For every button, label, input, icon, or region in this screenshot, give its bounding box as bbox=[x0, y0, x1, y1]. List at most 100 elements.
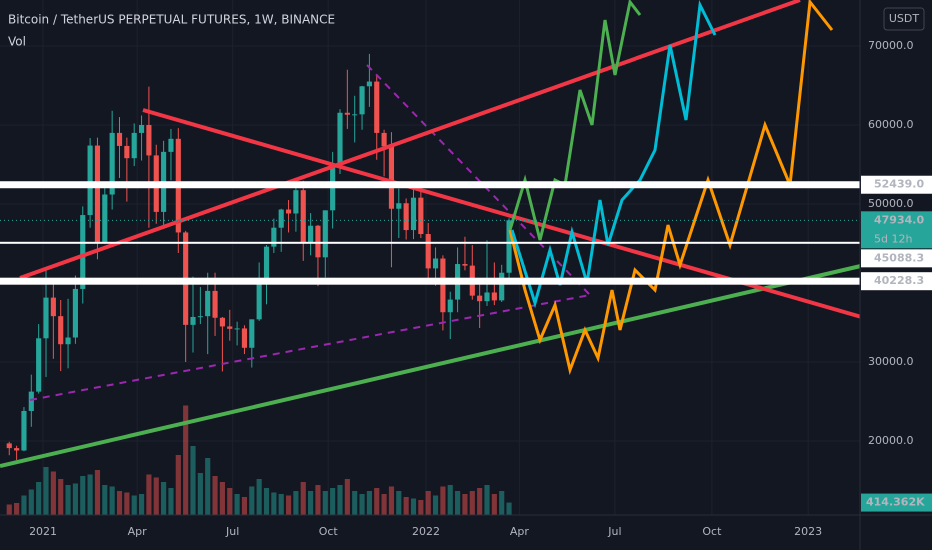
candle-body bbox=[109, 132, 115, 195]
candle-body bbox=[72, 288, 78, 338]
candle-body bbox=[168, 138, 174, 152]
volume-bar bbox=[381, 494, 387, 515]
volume-bar bbox=[50, 471, 56, 515]
candle-body bbox=[285, 209, 292, 214]
axis-labels: 2021 Apr Jul Oct 2022 Apr Jul Oct 2023 20000.0 300… bbox=[29, 39, 932, 538]
volume-bar bbox=[285, 495, 292, 515]
volume-bar bbox=[396, 491, 402, 515]
candle-body bbox=[249, 319, 255, 348]
volume-bar bbox=[249, 486, 255, 515]
candle-body bbox=[131, 132, 137, 159]
projection-orange bbox=[508, 0, 834, 376]
price-level-label-box bbox=[861, 175, 932, 194]
volume-bar bbox=[102, 485, 108, 515]
volume-bar bbox=[359, 494, 365, 515]
volume-bar bbox=[109, 486, 115, 515]
volume-bar bbox=[175, 455, 181, 515]
volume-bar bbox=[94, 470, 101, 515]
candle-body bbox=[477, 295, 483, 302]
price-level-label-box bbox=[861, 272, 932, 291]
volume-bar bbox=[28, 489, 34, 515]
volume-bar bbox=[330, 488, 336, 515]
annotations bbox=[0, 0, 866, 468]
last-price-label: 47934.0 bbox=[874, 213, 924, 226]
volume-bar bbox=[484, 485, 490, 515]
candle-body bbox=[322, 210, 328, 258]
candle-body bbox=[374, 81, 380, 133]
candle-body bbox=[506, 220, 512, 273]
volume-bar bbox=[418, 500, 424, 515]
volume-bar bbox=[271, 492, 277, 515]
volume-bar bbox=[124, 492, 130, 515]
volume-bar bbox=[72, 483, 78, 515]
volume-bar bbox=[374, 488, 380, 515]
candle-body bbox=[432, 258, 439, 269]
candle-body bbox=[58, 316, 64, 345]
currency[interactable]: USDT bbox=[889, 12, 920, 25]
candle-body bbox=[484, 292, 490, 302]
volume-bar bbox=[116, 491, 123, 515]
volume-bar bbox=[43, 467, 49, 515]
volume-bar bbox=[491, 494, 497, 515]
candle-body bbox=[359, 86, 365, 115]
volume-bar bbox=[241, 497, 248, 515]
volume-bar bbox=[138, 494, 145, 515]
volume-bar bbox=[263, 488, 270, 515]
volume-title: Vol bbox=[8, 35, 26, 49]
x-tick-label: 2022 bbox=[412, 525, 440, 538]
currency-button[interactable] bbox=[883, 7, 925, 31]
x-tick-label: Jul bbox=[225, 525, 239, 538]
candle-body bbox=[278, 209, 284, 228]
volume-bar bbox=[499, 491, 505, 515]
volume-bar bbox=[80, 476, 86, 515]
candle-body bbox=[102, 194, 108, 242]
price-level bbox=[0, 241, 860, 244]
candle-body bbox=[352, 114, 358, 116]
candle-body bbox=[146, 125, 152, 156]
volume-bar bbox=[447, 485, 453, 515]
volume-bar bbox=[234, 494, 240, 515]
levels bbox=[0, 181, 860, 285]
candle-body bbox=[300, 190, 306, 243]
candle-body bbox=[308, 225, 314, 243]
candle-body bbox=[21, 410, 27, 451]
volume-bar bbox=[469, 491, 475, 515]
volume-bar bbox=[344, 479, 350, 515]
volume-label-box bbox=[861, 493, 932, 512]
volume-bar bbox=[410, 498, 417, 515]
volume-bar bbox=[227, 488, 233, 515]
volume-bar bbox=[161, 482, 167, 515]
chart-title: Bitcoin / TetherUS PERPETUAL FUTURES, 1W… bbox=[8, 13, 335, 27]
candle-body bbox=[6, 443, 12, 449]
countdown: 5d 12h bbox=[874, 232, 912, 245]
volume-bar bbox=[197, 473, 203, 515]
candle-body bbox=[425, 234, 431, 269]
volume-bar bbox=[190, 446, 196, 515]
candle-body bbox=[234, 328, 240, 330]
volume-bar bbox=[388, 486, 395, 515]
volume-bar bbox=[403, 497, 409, 515]
volume-bar bbox=[168, 488, 174, 515]
candle-body bbox=[381, 132, 387, 147]
candle-body bbox=[80, 215, 86, 289]
volume-bar bbox=[322, 491, 328, 515]
volume-bar bbox=[308, 491, 314, 515]
candle-body bbox=[116, 132, 123, 146]
candle-body bbox=[36, 338, 42, 392]
candle-body bbox=[124, 145, 130, 159]
volume-bar bbox=[153, 477, 159, 515]
candle-body bbox=[190, 316, 196, 325]
support-line bbox=[0, 263, 866, 468]
candle-body bbox=[212, 290, 218, 318]
volume-bar bbox=[462, 494, 468, 515]
volume-bar bbox=[6, 504, 12, 515]
volume-bar bbox=[65, 485, 71, 515]
candle-body bbox=[65, 337, 71, 345]
volume-bar bbox=[506, 502, 512, 515]
candle-body bbox=[403, 203, 409, 231]
projection-blue bbox=[510, 0, 717, 309]
price-level bbox=[0, 181, 860, 189]
candle-body bbox=[256, 284, 262, 320]
candle-body bbox=[14, 448, 20, 451]
